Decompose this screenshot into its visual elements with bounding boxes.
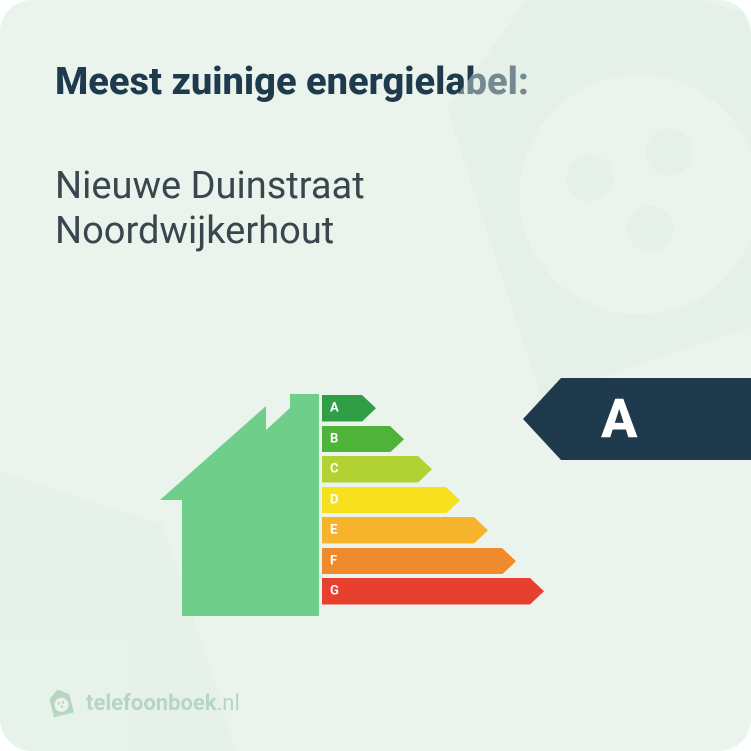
footer-brand-tld: .nl	[217, 691, 240, 716]
address-block: Nieuwe Duinstraat Noordwijkerhout	[55, 164, 696, 255]
energy-bar-e: E	[322, 517, 488, 544]
footer-brand: telefoonboek.nl	[86, 691, 240, 716]
footer-logo-icon	[45, 687, 77, 719]
footer-brand-name: telefoonboek	[86, 691, 217, 716]
house-icon	[156, 390, 321, 620]
energy-label-card: Meest zuinige energielabel: Nieuwe Duins…	[0, 0, 751, 751]
energy-bar-f: F	[322, 548, 516, 575]
energy-bar-g: G	[322, 578, 544, 605]
energy-bars: ABCDEFG	[322, 395, 544, 609]
footer: telefoonboek.nl	[45, 687, 240, 719]
energy-bar-a: A	[322, 395, 376, 422]
energy-bar-b: B	[322, 426, 404, 453]
result-tag: A	[523, 378, 751, 460]
energy-bar-c: C	[322, 456, 432, 483]
card-title: Meest zuinige energielabel:	[55, 60, 696, 106]
address-line-1: Nieuwe Duinstraat	[55, 164, 696, 210]
address-line-2: Noordwijkerhout	[55, 209, 696, 255]
result-letter: A	[601, 388, 638, 451]
energy-bar-d: D	[322, 487, 460, 514]
